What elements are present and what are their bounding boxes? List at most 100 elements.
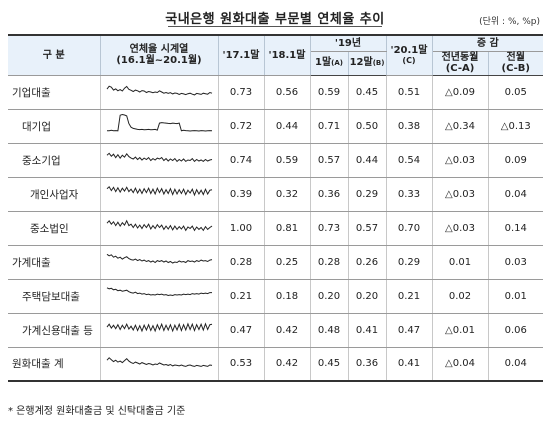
header-year-19: '19년 xyxy=(310,34,387,52)
cell-v1701: 0.73 xyxy=(218,75,265,110)
table-row: 기업대출 0.73 0.56 0.59 0.45 0.51 △0.09 0.05 xyxy=(8,75,544,110)
sparkline xyxy=(106,356,212,367)
sparkline-cell xyxy=(100,75,219,110)
cell-a: 0.45 xyxy=(310,346,349,382)
cell-cb: 0.04 xyxy=(488,346,544,382)
cell-ca: △0.03 xyxy=(432,211,489,246)
page-title: 국내은행 원화대출 부문별 연체율 추이 xyxy=(165,12,385,27)
cell-v1801: 0.81 xyxy=(264,211,311,246)
sparkline-line xyxy=(106,322,212,333)
sparkline xyxy=(106,85,212,96)
cell-a: 0.57 xyxy=(310,143,349,178)
cell-v1701: 1.00 xyxy=(218,211,265,246)
sparkline-cell xyxy=(100,211,219,246)
header-series: 연체율 시계열 (16.1월~20.1월) xyxy=(100,34,219,76)
header-yoy-tag: (C-A) xyxy=(445,63,475,74)
sparkline-line xyxy=(106,186,212,197)
cell-ca: △0.04 xyxy=(432,346,489,382)
header-2001-tag: (C) xyxy=(402,56,416,66)
header-mom: 전월 (C-B) xyxy=(488,51,544,76)
cell-cb: 0.05 xyxy=(488,75,544,110)
cell-ca: △0.09 xyxy=(432,75,489,110)
cell-v1701: 0.47 xyxy=(218,313,265,348)
cell-a: 0.20 xyxy=(310,279,349,314)
cell-b: 0.41 xyxy=(348,313,387,348)
cell-b: 0.57 xyxy=(348,211,387,246)
sparkline-cell xyxy=(100,346,219,382)
cell-a: 0.73 xyxy=(310,211,349,246)
cell-v1701: 0.28 xyxy=(218,244,265,280)
cell-cb: 0.04 xyxy=(488,177,544,212)
sparkline-line xyxy=(106,287,212,297)
cell-ca: △0.03 xyxy=(432,177,489,212)
cell-v1701: 0.21 xyxy=(218,279,265,314)
cell-a: 0.28 xyxy=(310,244,349,280)
header-mom-label: 전월 xyxy=(506,51,525,63)
sparkline-line xyxy=(106,113,212,132)
header-category: 구 분 xyxy=(8,34,101,76)
cell-c: 0.38 xyxy=(386,109,433,144)
cell-a: 0.48 xyxy=(310,313,349,348)
table-row: 가계대출 0.28 0.25 0.28 0.26 0.29 0.01 0.03 xyxy=(8,244,544,280)
cell-v1701: 0.53 xyxy=(218,346,265,382)
sparkline-cell xyxy=(100,279,219,314)
table-row: 개인사업자 0.39 0.32 0.36 0.29 0.33 △0.03 0.04 xyxy=(8,177,544,212)
sparkline-line xyxy=(106,356,212,367)
header-2001: '20.1말 (C) xyxy=(386,34,433,76)
row-label: 가계신용대출 등 xyxy=(8,313,101,348)
table-row: 중소법인 1.00 0.81 0.73 0.57 0.70 △0.03 0.14 xyxy=(8,211,544,246)
cell-v1701: 0.74 xyxy=(218,143,265,178)
table-row: 대기업 0.72 0.44 0.71 0.50 0.38 △0.34 △0.13 xyxy=(8,109,544,144)
cell-c: 0.51 xyxy=(386,75,433,110)
cell-v1701: 0.72 xyxy=(218,109,265,144)
cell-v1701: 0.39 xyxy=(218,177,265,212)
cell-v1801: 0.44 xyxy=(264,109,311,144)
header-m12-label: 12말 xyxy=(349,57,373,69)
cell-b: 0.26 xyxy=(348,244,387,280)
header-1801: '18.1말 xyxy=(264,34,311,76)
row-label: 주택담보대출 xyxy=(8,279,101,314)
footnote: * 은행계정 원화대출금 및 신탁대출금 기준 xyxy=(8,406,186,417)
cell-cb: 0.09 xyxy=(488,143,544,178)
header-m1-tag: (A) xyxy=(331,59,343,68)
cell-v1801: 0.18 xyxy=(264,279,311,314)
cell-c: 0.41 xyxy=(386,346,433,382)
header-series-title: 연체율 시계열 xyxy=(129,43,189,55)
sparkline-cell xyxy=(100,177,219,212)
header-m1: 1말(A) xyxy=(310,51,349,76)
row-label: 중소기업 xyxy=(8,143,101,178)
cell-b: 0.44 xyxy=(348,143,387,178)
header-2001-label: '20.1말 xyxy=(390,44,428,56)
cell-cb: 0.01 xyxy=(488,279,544,314)
cell-cb: 0.03 xyxy=(488,244,544,280)
sparkline-line xyxy=(106,219,212,232)
row-label: 기업대출 xyxy=(8,75,101,110)
cell-b: 0.29 xyxy=(348,177,387,212)
header-m12-tag: (B) xyxy=(372,59,385,68)
cell-a: 0.36 xyxy=(310,177,349,212)
cell-v1801: 0.25 xyxy=(264,244,311,280)
header-change: 증 감 xyxy=(432,34,544,52)
cell-b: 0.50 xyxy=(348,109,387,144)
header-m12: 12말(B) xyxy=(348,51,387,76)
cell-v1801: 0.42 xyxy=(264,313,311,348)
header-yoy-label: 전년동월 xyxy=(441,51,479,63)
delinquency-table: 구 분 연체율 시계열 (16.1월~20.1월) '17.1말 '18.1말 … xyxy=(8,34,544,382)
sparkline xyxy=(106,253,212,264)
sparkline-line xyxy=(106,85,212,96)
cell-ca: △0.01 xyxy=(432,313,489,348)
sparkline-line xyxy=(106,253,212,264)
header-m1-label: 1말 xyxy=(315,57,332,69)
cell-cb: 0.14 xyxy=(488,211,544,246)
cell-ca: △0.03 xyxy=(432,143,489,178)
sparkline-cell xyxy=(100,313,219,348)
cell-b: 0.20 xyxy=(348,279,387,314)
cell-ca: △0.34 xyxy=(432,109,489,144)
cell-a: 0.71 xyxy=(310,109,349,144)
row-label: 개인사업자 xyxy=(8,177,101,212)
sparkline-cell xyxy=(100,109,219,144)
cell-c: 0.54 xyxy=(386,143,433,178)
row-label: 원화대출 계 xyxy=(8,346,101,382)
cell-c: 0.47 xyxy=(386,313,433,348)
sparkline xyxy=(106,113,212,132)
